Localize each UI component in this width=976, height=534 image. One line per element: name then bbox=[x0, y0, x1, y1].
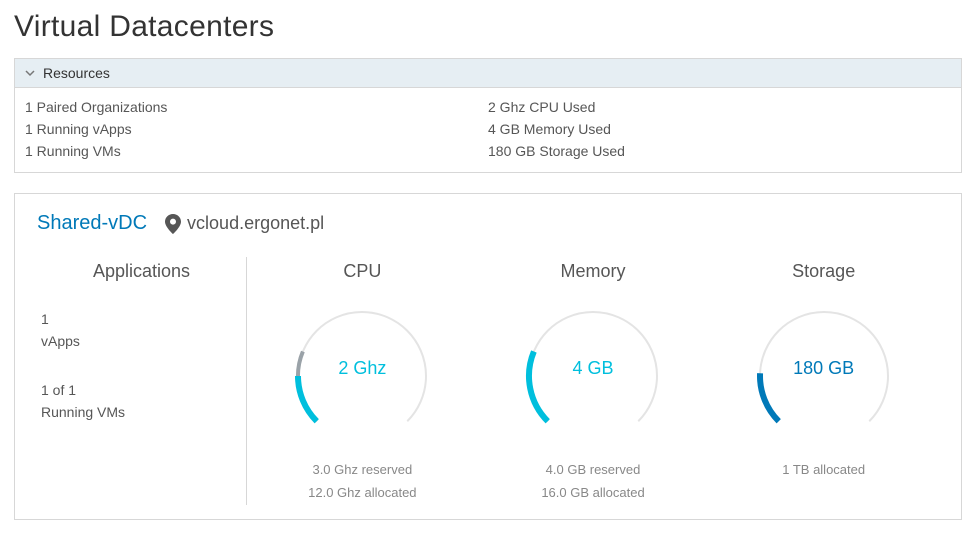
vdc-host: vcloud.ergonet.pl bbox=[187, 213, 324, 234]
resources-panel-header[interactable]: Resources bbox=[15, 59, 961, 88]
cpu-allocated-label: 12.0 Ghz allocated bbox=[308, 481, 416, 504]
memory-reserved-label: 4.0 GB reserved bbox=[541, 458, 644, 481]
applications-column: Applications 1 vApps 1 of 1 Running VMs bbox=[37, 257, 247, 505]
location-pin-icon bbox=[165, 214, 181, 234]
page-title: Virtual Datacenters bbox=[14, 10, 962, 44]
storage-gauge-column: Storage 180 GB 1 TB allocated bbox=[708, 257, 939, 505]
resources-body: 1 Paired Organizations 1 Running vApps 1… bbox=[15, 88, 961, 172]
storage-title: Storage bbox=[792, 261, 855, 282]
resource-stat: 1 Running VMs bbox=[25, 140, 488, 162]
vapps-block: 1 vApps bbox=[37, 308, 246, 353]
vdc-header: Shared-vDC vcloud.ergonet.pl bbox=[37, 212, 939, 235]
resources-right-col: 2 Ghz CPU Used 4 GB Memory Used 180 GB S… bbox=[488, 96, 951, 162]
cpu-gauge-sub: 3.0 Ghz reserved 12.0 Ghz allocated bbox=[308, 458, 416, 505]
memory-gauge-sub: 4.0 GB reserved 16.0 GB allocated bbox=[541, 458, 644, 505]
resource-stat: 2 Ghz CPU Used bbox=[488, 96, 951, 118]
cpu-gauge-column: CPU 2 Ghz 3.0 Ghz reserved 12.0 Ghz allo… bbox=[247, 257, 478, 505]
cpu-title: CPU bbox=[343, 261, 381, 282]
cpu-gauge: 2 Ghz bbox=[277, 296, 447, 446]
resources-left-col: 1 Paired Organizations 1 Running vApps 1… bbox=[25, 96, 488, 162]
memory-title: Memory bbox=[561, 261, 626, 282]
metrics-row: Applications 1 vApps 1 of 1 Running VMs … bbox=[37, 257, 939, 505]
vms-block: 1 of 1 Running VMs bbox=[37, 379, 246, 424]
resource-stat: 1 Paired Organizations bbox=[25, 96, 488, 118]
resources-panel: Resources 1 Paired Organizations 1 Runni… bbox=[14, 58, 962, 173]
vms-label: Running VMs bbox=[41, 401, 246, 423]
memory-allocated-label: 16.0 GB allocated bbox=[541, 481, 644, 504]
resource-stat: 4 GB Memory Used bbox=[488, 118, 951, 140]
chevron-down-icon bbox=[25, 68, 35, 78]
storage-gauge-sub: 1 TB allocated bbox=[782, 458, 865, 481]
memory-gauge-value: 4 GB bbox=[572, 358, 613, 379]
vdc-name-link[interactable]: Shared-vDC bbox=[37, 212, 147, 235]
vms-count: 1 of 1 bbox=[41, 379, 246, 401]
vapps-count: 1 bbox=[41, 308, 246, 330]
memory-gauge-column: Memory 4 GB 4.0 GB reserved 16.0 GB allo… bbox=[478, 257, 709, 505]
cpu-reserved-label: 3.0 Ghz reserved bbox=[308, 458, 416, 481]
storage-allocated-label: 1 TB allocated bbox=[782, 458, 865, 481]
vdc-card: Shared-vDC vcloud.ergonet.pl Application… bbox=[14, 193, 962, 520]
cpu-gauge-value: 2 Ghz bbox=[338, 358, 386, 379]
resource-stat: 180 GB Storage Used bbox=[488, 140, 951, 162]
resource-stat: 1 Running vApps bbox=[25, 118, 488, 140]
storage-gauge-value: 180 GB bbox=[793, 358, 854, 379]
resources-header-label: Resources bbox=[43, 65, 110, 81]
vapps-label: vApps bbox=[41, 330, 246, 352]
storage-gauge: 180 GB bbox=[739, 296, 909, 446]
applications-title: Applications bbox=[37, 261, 246, 282]
memory-gauge: 4 GB bbox=[508, 296, 678, 446]
